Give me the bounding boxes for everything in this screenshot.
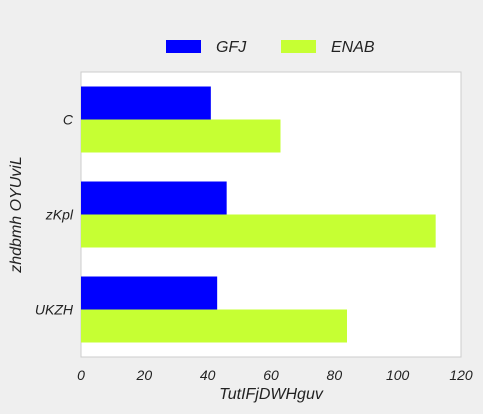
legend-label-gfj: GFJ [216,39,247,56]
legend-swatch-enab [281,40,316,53]
legend: GFJ ENAB [166,39,375,56]
x-tick-20: 20 [136,367,153,383]
bar-gfj-c [81,86,211,120]
bar-enab-zkpl [81,214,436,248]
y-axis-label: zhdbmh OYUviL [8,156,25,274]
bar-enab-ukzh [81,309,347,343]
x-tick-0: 0 [77,367,85,383]
x-tick-40: 40 [200,367,216,383]
bar-gfj-zkpl [81,181,227,215]
x-tick-80: 80 [327,367,343,383]
x-tick-120: 120 [449,367,473,383]
bar-gfj-ukzh [81,276,218,310]
y-tick-zkpl: zKpl [45,207,74,223]
bar-enab-c [81,119,281,153]
legend-swatch-gfj [166,40,201,53]
x-tick-labels: 0 20 40 60 80 100 120 [77,367,473,383]
y-tick-c: C [63,112,74,128]
y-tick-ukzh: UKZH [35,302,74,318]
x-tick-100: 100 [386,367,410,383]
x-axis-label: TutIFjDWHguv [219,386,324,403]
bars-group [81,86,436,343]
x-tick-60: 60 [263,367,279,383]
legend-label-enab: ENAB [331,39,375,56]
